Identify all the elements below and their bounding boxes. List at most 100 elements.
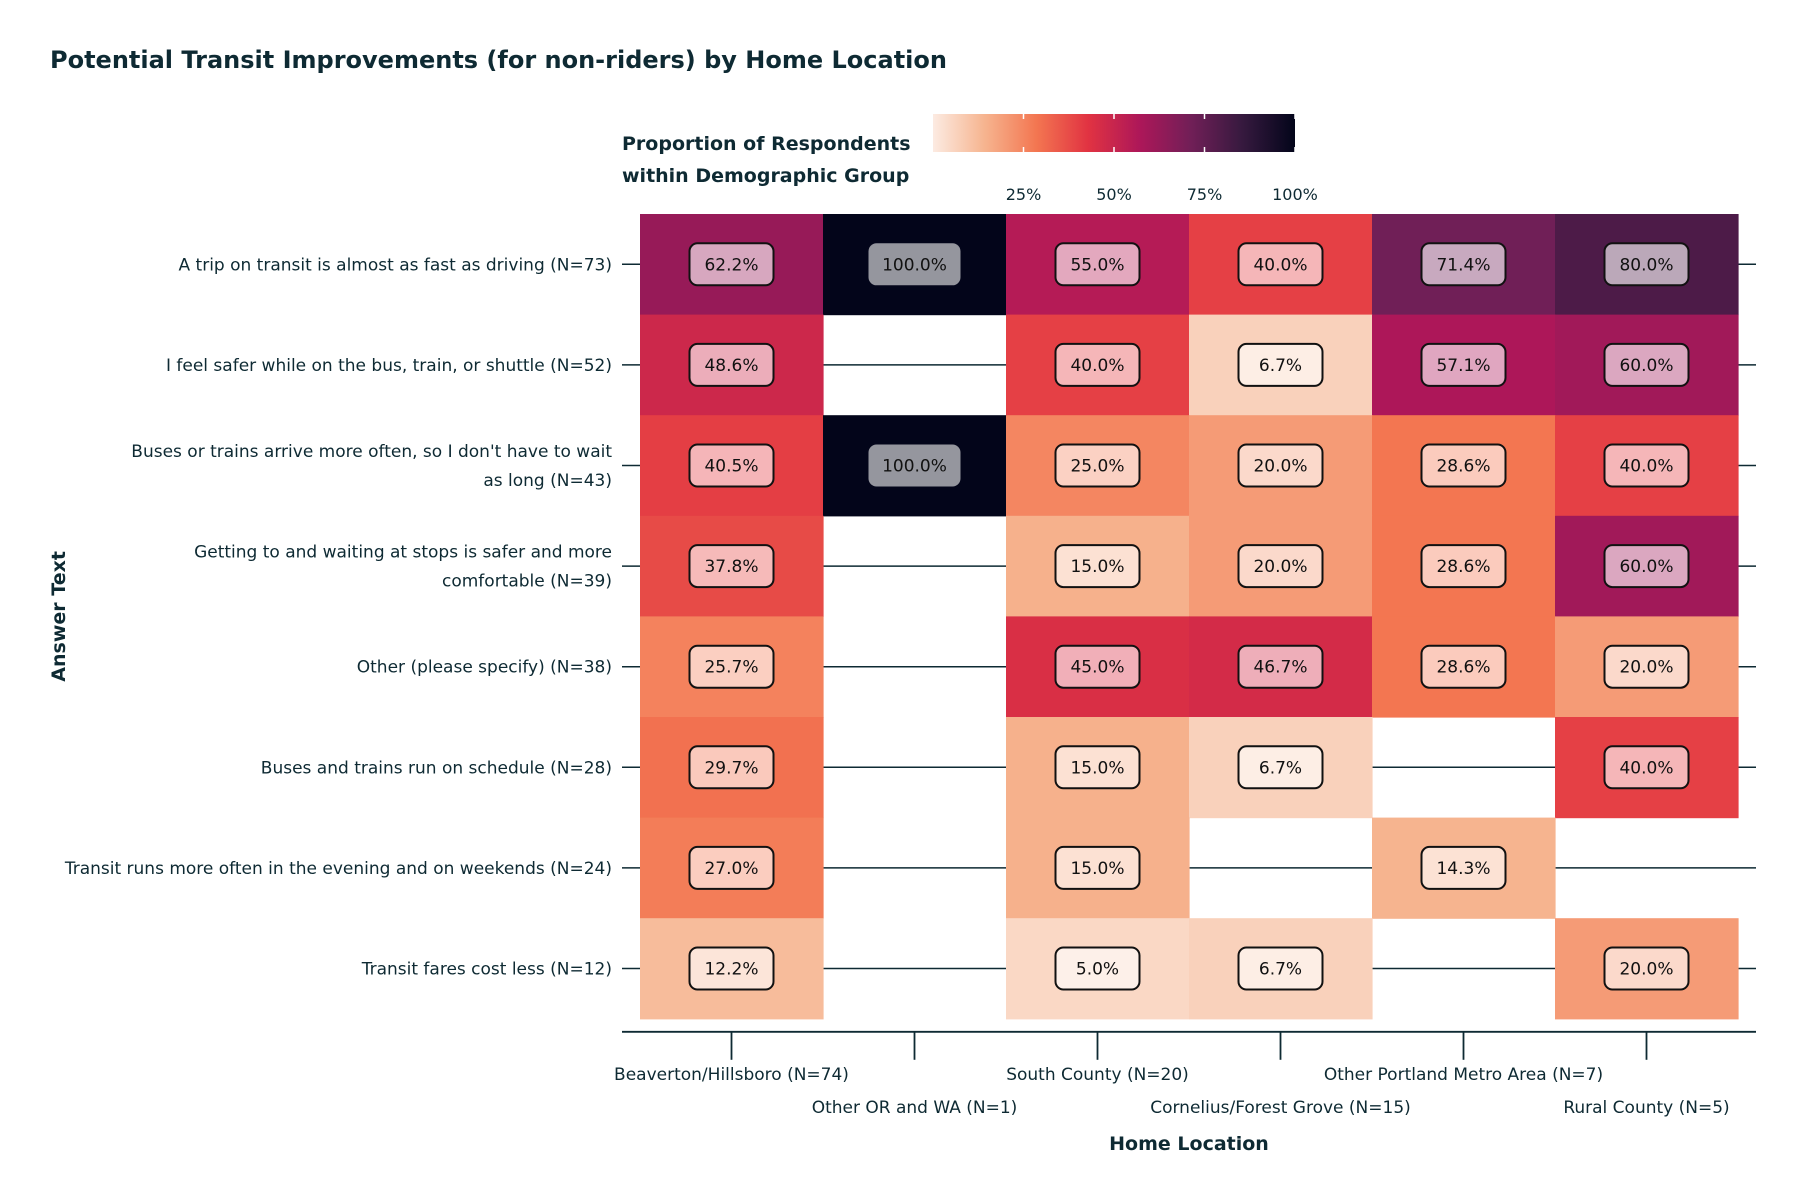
cell-labels: 62.2% 100.0% 55.0% 40.0% 71.4% 80.0% 48.6% 40.0… bbox=[688, 242, 1690, 991]
cell-label-box bbox=[1237, 242, 1324, 287]
cell-label-box bbox=[1603, 745, 1690, 790]
cell-label-box bbox=[688, 644, 775, 689]
cell-label-box bbox=[688, 845, 775, 890]
cell-value-label: 40.0% bbox=[1619, 457, 1673, 477]
cell-label-box bbox=[1603, 342, 1690, 387]
cell-label-box bbox=[1603, 544, 1690, 589]
cell-label-box bbox=[688, 342, 775, 387]
cell-label-box bbox=[1603, 443, 1690, 488]
x-tick-label: South County (N=20) bbox=[1006, 1065, 1189, 1085]
x-tick-label: Beaverton/Hillsboro (N=74) bbox=[614, 1065, 849, 1085]
cell-value-label: 48.6% bbox=[704, 356, 758, 376]
cell-value-label: 15.0% bbox=[1070, 557, 1124, 577]
cell-value-label: 15.0% bbox=[1070, 758, 1124, 778]
cell-value-label: 6.7% bbox=[1259, 356, 1302, 376]
cell-value-label: 20.0% bbox=[1619, 658, 1673, 678]
cell-label-box bbox=[1054, 946, 1141, 991]
cell-label-box bbox=[1054, 845, 1141, 890]
cell-value-label: 45.0% bbox=[1070, 658, 1124, 678]
cell-label-box bbox=[1420, 845, 1507, 890]
cell-label-box bbox=[688, 544, 775, 589]
legend-title-line-2: within Demographic Group bbox=[622, 165, 910, 187]
cell-label-box bbox=[1054, 242, 1141, 287]
y-tick-label: Getting to and waiting at stops is safer… bbox=[194, 543, 612, 592]
y-axis-title: Answer Text bbox=[48, 551, 70, 682]
cell-label-box bbox=[1237, 946, 1324, 991]
x-tick-label: Cornelius/Forest Grove (N=15) bbox=[1150, 1098, 1411, 1118]
legend-title-line-1: Proportion of Respondents bbox=[622, 133, 911, 155]
y-tick-label: Transit fares cost less (N=12) bbox=[361, 960, 612, 980]
cell-value-label: 60.0% bbox=[1619, 557, 1673, 577]
y-tick-label: A trip on transit is almost as fast as d… bbox=[179, 255, 613, 275]
cell-value-label: 55.0% bbox=[1070, 255, 1124, 275]
cell-value-label: 25.7% bbox=[704, 658, 758, 678]
cell-value-label: 6.7% bbox=[1259, 758, 1302, 778]
cell-label-box bbox=[1603, 242, 1690, 287]
x-tick-label: Rural County (N=5) bbox=[1563, 1098, 1729, 1118]
cell-label-box bbox=[1237, 443, 1324, 488]
cell-label-box bbox=[1054, 544, 1141, 589]
cell-value-label: 40.5% bbox=[704, 457, 758, 477]
cell-value-label: 71.4% bbox=[1436, 255, 1490, 275]
cell-label-box bbox=[868, 444, 961, 487]
cell-value-label: 100.0% bbox=[882, 457, 947, 477]
chart-title: Potential Transit Improvements (for non-… bbox=[50, 46, 947, 74]
x-axis-title: Home Location bbox=[1109, 1133, 1269, 1155]
cell-label-box bbox=[1420, 242, 1507, 287]
cell-label-box bbox=[688, 946, 775, 991]
y-axis: A trip on transit is almost as fast as d… bbox=[48, 255, 612, 979]
cell-value-label: 14.3% bbox=[1436, 859, 1490, 879]
cell-label-box bbox=[1420, 544, 1507, 589]
cell-value-label: 28.6% bbox=[1436, 457, 1490, 477]
cell-value-label: 27.0% bbox=[704, 859, 758, 879]
x-axis: Beaverton/Hillsboro (N=74) Other OR and W… bbox=[614, 1030, 1756, 1155]
cell-label-box bbox=[1237, 644, 1324, 689]
cell-label-box bbox=[1237, 544, 1324, 589]
cell-label-box bbox=[1054, 745, 1141, 790]
cell-label-box bbox=[868, 243, 961, 286]
cell-label-box bbox=[1054, 443, 1141, 488]
cell-label-box bbox=[1420, 644, 1507, 689]
cell-value-label: 28.6% bbox=[1436, 658, 1490, 678]
y-tick-label: Transit runs more often in the evening a… bbox=[64, 859, 612, 879]
cell-value-label: 62.2% bbox=[704, 255, 758, 275]
cell-label-box bbox=[1603, 644, 1690, 689]
cell-value-label: 46.7% bbox=[1253, 658, 1307, 678]
x-tick-label: Other OR and WA (N=1) bbox=[812, 1098, 1018, 1118]
y-tick-label: Buses and trains run on schedule (N=28) bbox=[261, 758, 612, 778]
cell-value-label: 37.8% bbox=[704, 557, 758, 577]
color-legend: 25% 50% 75% 100% bbox=[933, 114, 1318, 204]
cell-value-label: 60.0% bbox=[1619, 356, 1673, 376]
cell-label-box bbox=[1420, 342, 1507, 387]
y-tick-label: Buses or trains arrive more often, so I … bbox=[131, 442, 612, 491]
cell-value-label: 15.0% bbox=[1070, 859, 1124, 879]
cell-value-label: 20.0% bbox=[1253, 457, 1307, 477]
cell-value-label: 80.0% bbox=[1619, 255, 1673, 275]
cell-value-label: 40.0% bbox=[1253, 255, 1307, 275]
legend-tick-label: 25% bbox=[1006, 185, 1042, 204]
legend-tick-label: 75% bbox=[1187, 185, 1223, 204]
cell-label-box bbox=[688, 745, 775, 790]
cell-value-label: 20.0% bbox=[1253, 557, 1307, 577]
legend-tick-label: 50% bbox=[1096, 185, 1132, 204]
cell-label-box bbox=[1603, 946, 1690, 991]
cell-value-label: 25.0% bbox=[1070, 457, 1124, 477]
heatmap-cells bbox=[640, 214, 1739, 1020]
cell-label-box bbox=[688, 443, 775, 488]
x-tick-label: Other Portland Metro Area (N=7) bbox=[1324, 1065, 1603, 1085]
cell-value-label: 5.0% bbox=[1076, 960, 1119, 980]
legend-tick-label: 100% bbox=[1272, 185, 1318, 204]
cell-value-label: 29.7% bbox=[704, 758, 758, 778]
cell-value-label: 40.0% bbox=[1070, 356, 1124, 376]
cell-value-label: 40.0% bbox=[1619, 758, 1673, 778]
legend-colorbar bbox=[933, 114, 1295, 152]
cell-label-box bbox=[1237, 342, 1324, 387]
cell-label-box bbox=[1420, 443, 1507, 488]
cell-value-label: 28.6% bbox=[1436, 557, 1490, 577]
cell-value-label: 20.0% bbox=[1619, 960, 1673, 980]
cell-label-box bbox=[1237, 745, 1324, 790]
cell-value-label: 57.1% bbox=[1436, 356, 1490, 376]
y-tick-label: I feel safer while on the bus, train, or… bbox=[166, 356, 612, 376]
cell-label-box bbox=[1054, 644, 1141, 689]
